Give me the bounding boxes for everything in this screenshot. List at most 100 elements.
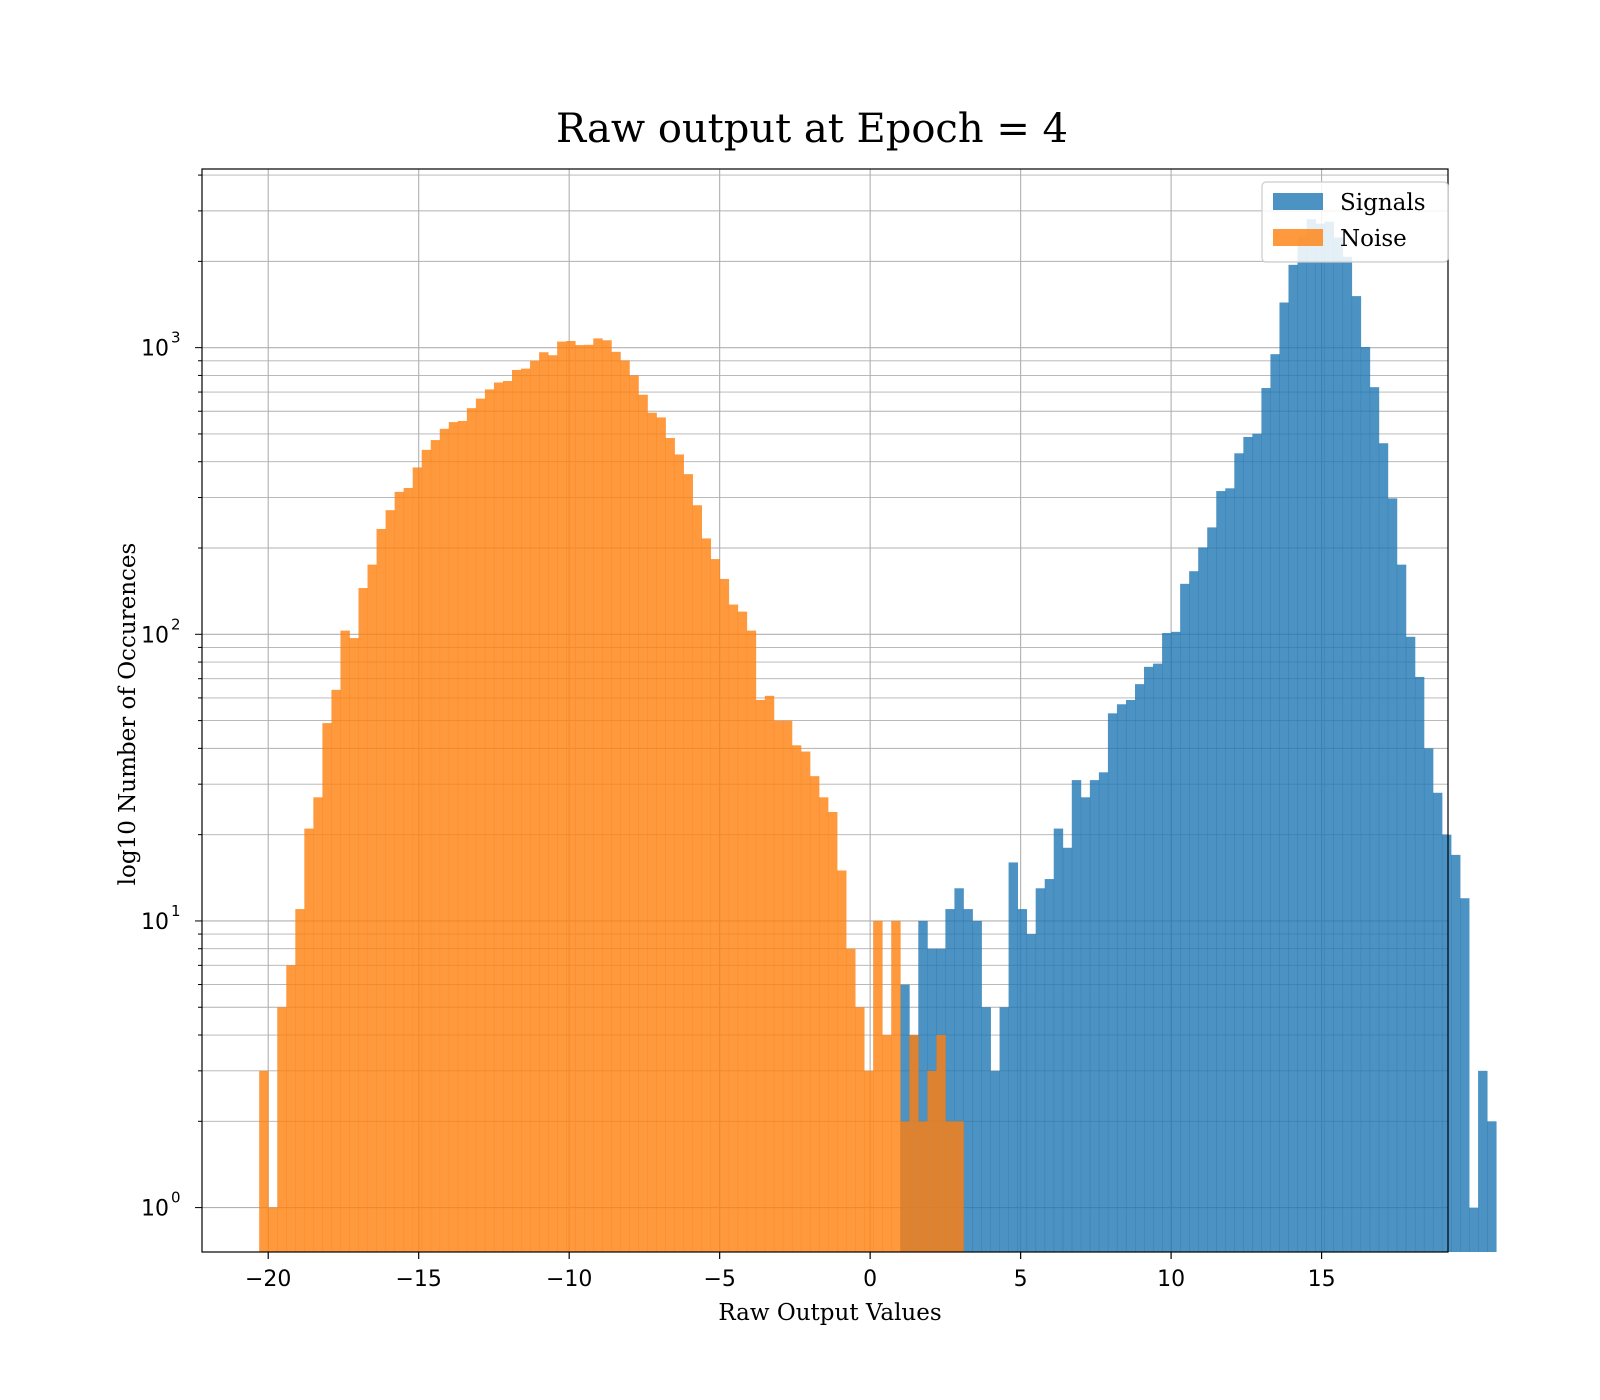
signals-bar [1306,219,1316,1253]
signals-bar [1469,1207,1479,1252]
noise-bar [755,699,766,1252]
noise-bar [584,344,594,1253]
noise-bar [295,909,305,1252]
legend: Signals Noise [1261,181,1449,263]
noise-bar [737,611,748,1252]
noise-bar [782,720,793,1252]
y-tick-label-exponent: 3 [171,329,181,347]
signals-bar [1243,436,1253,1252]
noise-bar [728,604,739,1252]
noise-bar [322,723,332,1252]
noise-bar [493,382,504,1252]
noise-bar [647,412,657,1253]
signals-bar [1198,547,1208,1252]
noise-bar [385,510,396,1252]
noise-bar [304,828,314,1252]
signals-bar [990,1070,1000,1252]
signals-bar [1044,879,1055,1252]
noise-bar [692,505,703,1253]
noise-bar [909,1035,919,1252]
noise-bar [864,1070,874,1252]
signals-bar [999,1007,1009,1252]
noise-bar [891,920,901,1252]
noise-bars [259,338,964,1253]
legend-swatch-noise [1273,229,1323,246]
noise-bar [412,467,423,1253]
x-tick-label: 15 [1308,1267,1336,1292]
noise-bar [800,751,811,1252]
noise-bar [457,420,468,1252]
noise-bar [837,870,847,1252]
signals-bar [1333,237,1344,1252]
noise-bar [349,638,359,1252]
noise-bar [358,588,368,1252]
x-tick-label: −10 [546,1267,592,1292]
signals-bar [1414,676,1425,1252]
signals-bar [1189,571,1199,1252]
noise-bar [367,564,377,1252]
signals-bar [1351,296,1362,1252]
signals-bar [1423,748,1434,1252]
x-tick-label: 0 [863,1267,877,1292]
signals-bar [1478,1070,1488,1252]
signals-bar [1216,491,1226,1252]
noise-bar [511,369,522,1253]
noise-bar [521,368,531,1252]
signals-bar [1378,443,1389,1252]
noise-bar [548,355,558,1252]
signals-bar [1035,888,1046,1252]
noise-bar [484,389,495,1252]
noise-bar [701,538,712,1252]
noise-bar [719,578,730,1252]
noise-bar [611,351,621,1253]
noise-bar [430,440,441,1252]
noise-bar [656,417,666,1252]
signals-bar [1432,792,1443,1252]
signals-bar [1180,583,1190,1252]
y-tick-label-base: 10 [141,1197,169,1222]
noise-bar [277,1007,287,1252]
noise-bar [403,487,414,1252]
signals-bar [1089,780,1100,1252]
legend-label-noise: Noise [1340,226,1407,252]
signals-bar [1017,909,1028,1252]
noise-bar [683,474,693,1252]
noise-bar [638,394,648,1253]
noise-bar [421,449,432,1252]
signals-bar [1360,347,1371,1252]
noise-bar [954,1121,964,1252]
signals-bar [1116,704,1127,1252]
noise-bar [873,920,883,1252]
noise-bar [475,398,486,1252]
signals-bar [981,1007,991,1252]
signals-bar [1342,256,1353,1253]
noise-bar [674,454,684,1252]
signals-bar [1207,527,1217,1252]
x-axis-label: Raw Output Values [718,1300,941,1326]
legend-label-signals: Signals [1340,190,1426,216]
noise-bar [809,776,820,1252]
noise-bar [259,1070,269,1252]
noise-bar [286,965,296,1252]
signals-bar [1153,663,1163,1252]
signals-bar [1396,564,1407,1252]
signals-bar [963,909,973,1252]
signals-bar [1008,862,1019,1252]
plot-frame [201,168,1449,1253]
noise-bar [882,1035,892,1252]
noise-bar [846,948,856,1252]
x-tick-label: −5 [703,1267,735,1292]
noise-bar [620,360,630,1253]
y-tick-label-exponent: 2 [171,615,181,633]
signals-bar [1144,666,1154,1252]
signals-bar [1279,302,1289,1252]
signals-bar [1234,453,1244,1252]
noise-bar [566,340,576,1252]
noise-bar [313,797,323,1252]
x-tick-label: 10 [1157,1267,1185,1292]
y-tick-label-exponent: 1 [171,902,181,920]
noise-bar [539,352,549,1252]
noise-bar [466,408,477,1252]
